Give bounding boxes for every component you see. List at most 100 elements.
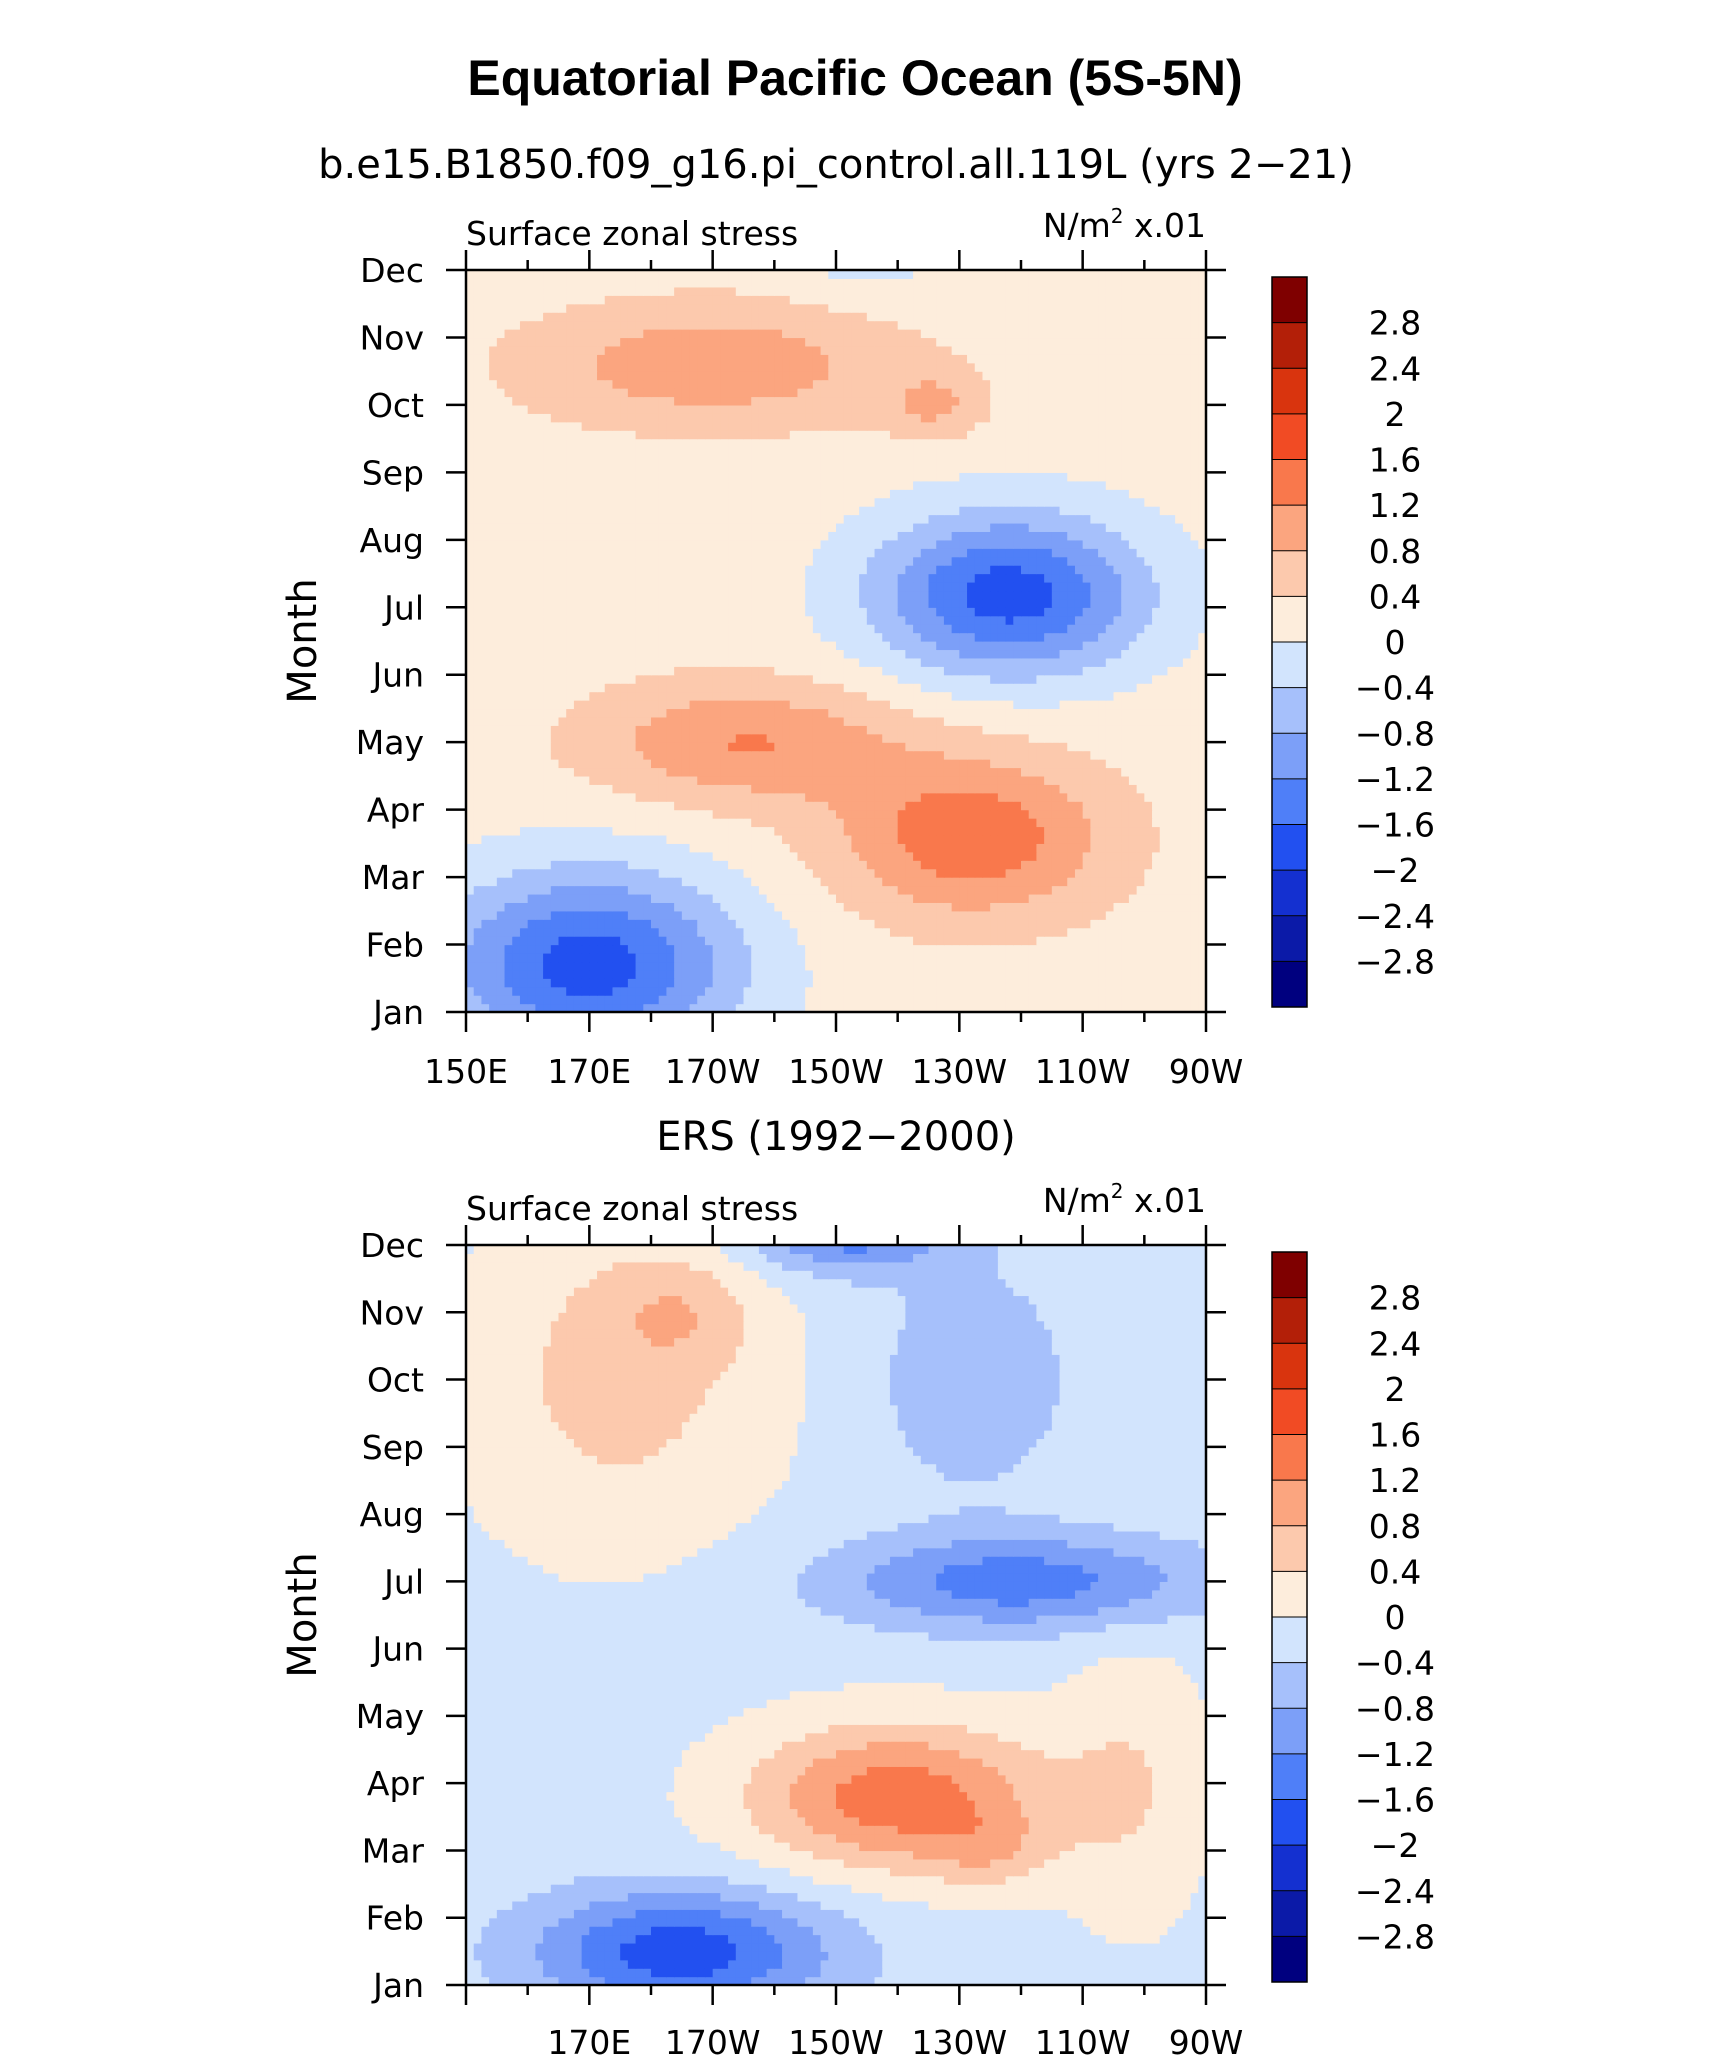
field-cell [651,995,660,1005]
field-cell [1005,927,1014,937]
field-cell [820,632,829,642]
field-cell [1128,767,1138,777]
field-cell [581,708,590,718]
field-cell [1182,834,1192,844]
field-cell [1021,1003,1030,1012]
field-cell [712,961,721,971]
field-cell [1136,936,1145,946]
field-cell [1113,624,1122,634]
field-cell [573,910,583,920]
field-cell [774,750,783,760]
field-cell [635,851,644,861]
field-cell [1074,759,1084,769]
field-cell [1159,649,1169,659]
field-cell [1152,927,1161,937]
field-cell [1152,792,1161,802]
field-cell [1182,708,1192,718]
field-cell [697,632,706,642]
field-cell [997,936,1007,946]
field-cell [1144,902,1153,912]
field-cell [1128,784,1138,794]
field-cell [489,826,498,836]
field-cell [658,742,668,752]
field-cell [550,885,560,895]
field-cell [473,801,483,811]
field-cell [566,590,575,600]
field-cell [1198,902,1206,912]
field-cell [512,969,521,979]
field-cell [758,674,768,684]
field-cell [1036,936,1045,946]
field-cell [489,573,498,583]
field-cell [812,615,822,625]
field-cell [1098,750,1107,760]
field-cell [627,657,637,667]
field-cell [1105,944,1115,954]
field-cell [473,936,483,946]
field-cell [967,944,976,954]
field-cell [558,598,567,608]
field-cell [720,877,729,887]
field-cell [1059,961,1068,971]
field-cell [496,910,506,920]
field-cell [604,961,614,971]
field-cell [1128,691,1138,701]
field-cell [843,809,853,819]
field-cell [1067,708,1076,718]
field-cell [566,936,575,946]
field-cell [812,590,822,600]
field-cell [1144,843,1153,853]
field-cell [597,952,606,963]
field-cell [581,944,590,954]
field-cell [812,666,822,676]
field-cell [1005,615,1014,625]
field-cell [828,893,837,903]
field-cell [820,851,829,861]
field-cell [828,598,837,608]
field-cell [612,843,621,853]
field-cell [766,624,775,634]
field-cell [627,716,637,726]
field-cell [1175,674,1184,684]
field-cell [1059,893,1068,903]
field-cell [1036,969,1045,979]
field-cell [1044,834,1053,844]
field-cell [889,657,899,667]
field-cell [782,641,791,651]
field-cell [959,624,968,634]
field-cell [735,615,745,625]
field-cell [550,809,560,819]
field-cell [674,615,683,625]
field-cell [627,598,637,608]
field-cell [712,1003,721,1012]
field-cell [990,674,999,684]
field-cell [897,809,906,819]
field-cell [1159,919,1169,929]
field-cell [720,851,729,861]
field-cell [651,919,660,929]
field-cell [720,733,729,743]
field-cell [797,919,806,929]
field-cell [990,708,999,718]
field-cell [936,978,945,988]
field-cell [519,919,529,929]
field-cell [766,910,775,920]
field-cell [720,767,729,777]
field-cell [1090,910,1099,920]
field-cell [1090,708,1099,718]
field-cell [1005,624,1014,634]
field-cell [589,750,598,760]
field-cell [1190,910,1199,920]
field-cell [728,801,737,811]
field-cell [897,759,906,769]
field-cell [612,944,621,954]
field-cell [1159,910,1169,920]
field-cell [766,944,775,954]
field-cell [1105,834,1115,844]
field-cell [1198,893,1206,903]
field-cell [704,986,714,996]
field-cell [658,598,668,608]
field-cell [620,784,629,794]
field-cell [920,590,930,600]
field-cell [1013,708,1022,718]
